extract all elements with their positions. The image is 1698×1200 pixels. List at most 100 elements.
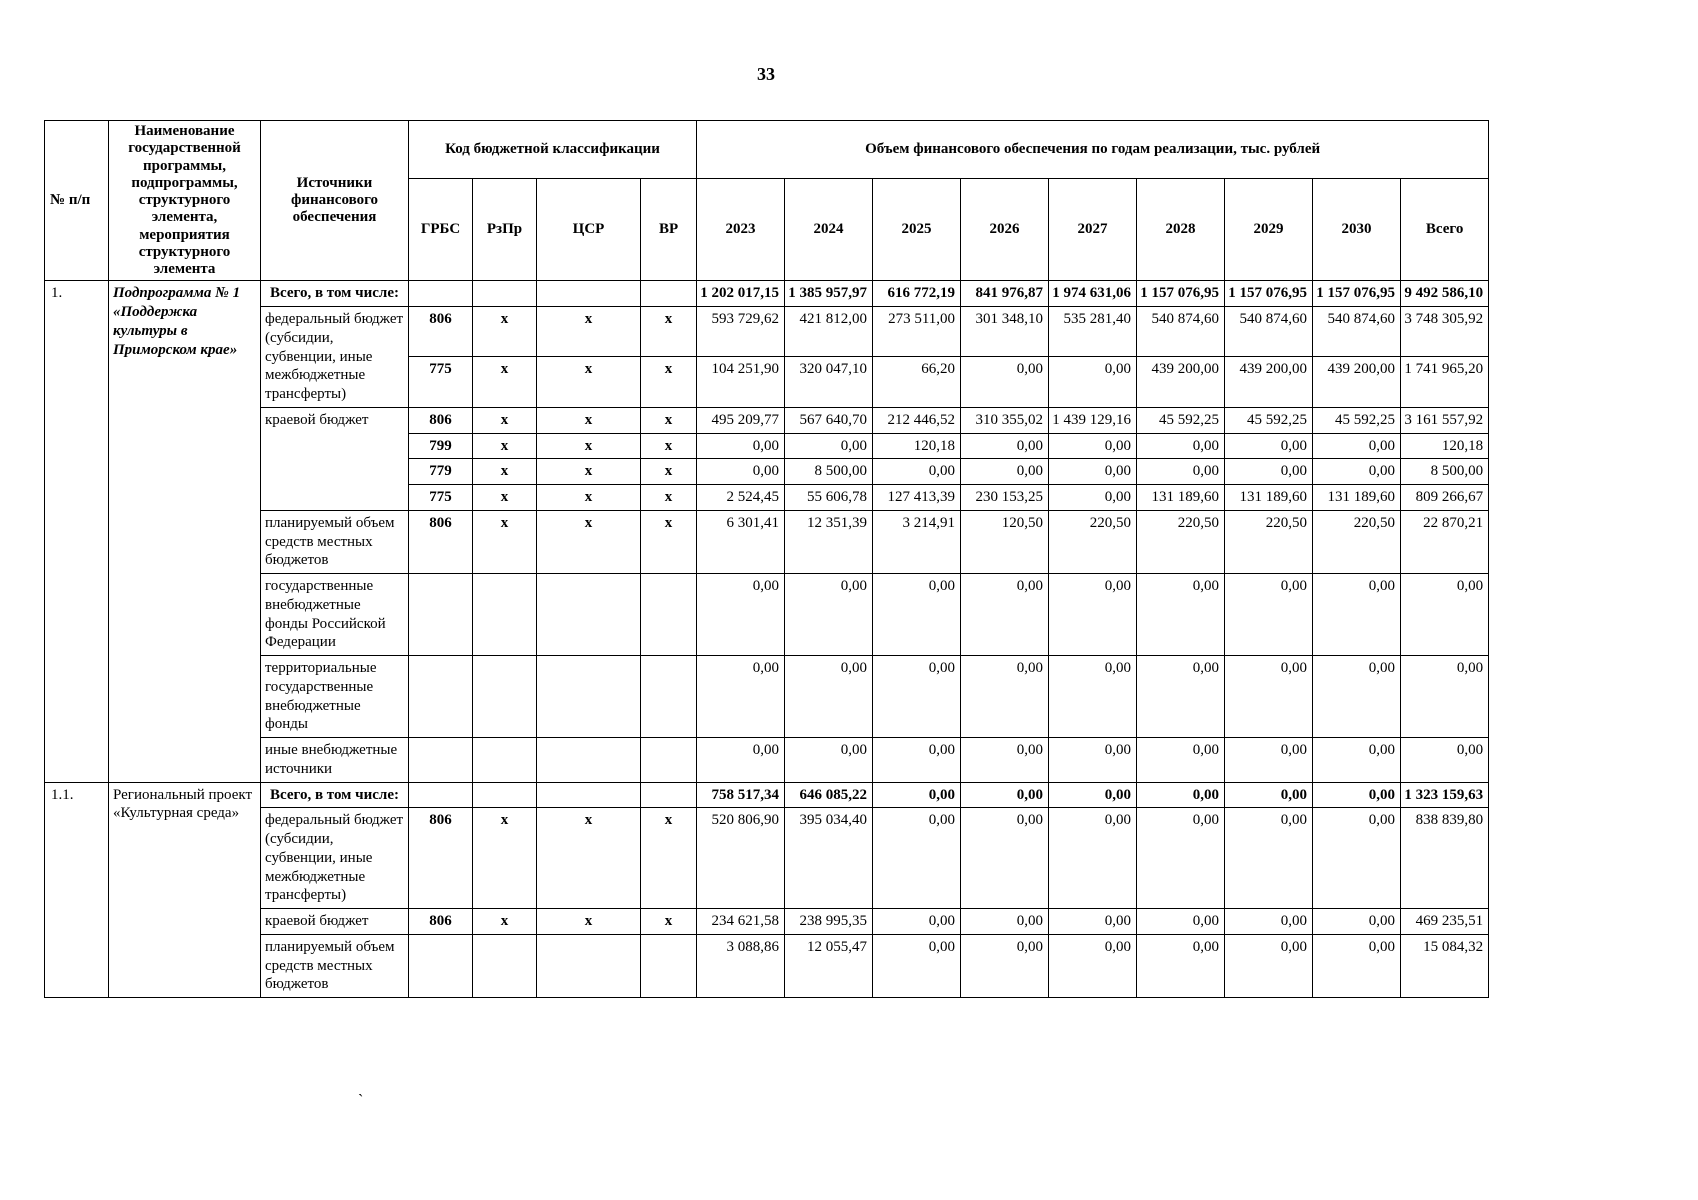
rzpr-code: х [472, 509, 537, 575]
amount-cell-col-4: 0,00 [1048, 573, 1138, 656]
amount-cell-col-8: 809 266,67 [1400, 484, 1490, 511]
funding-source: планируемый объем средств местных бюджет… [260, 933, 409, 999]
rzpr-code: х [472, 484, 537, 511]
amount-cell-col-4: 1 974 631,06 [1048, 280, 1138, 307]
amount-cell-col-1: 0,00 [784, 432, 874, 460]
amount-cell-col-3: 0,00 [960, 356, 1050, 408]
table-row: 775 х х х 2 524,45 55 606,78 127 413,39 230 153… [45, 484, 1490, 511]
amount-cell-col-7: 0,00 [1312, 908, 1402, 935]
amount-cell-col-8: 8 500,00 [1400, 458, 1490, 485]
vr-code [639, 737, 698, 783]
amount-cell-col-1: 238 995,35 [784, 908, 874, 935]
amount-cell-col-8: 0,00 [1400, 737, 1490, 783]
amount-cell-col-5: 0,00 [1136, 573, 1226, 656]
amount-cell-col-0: 3 088,86 [696, 933, 786, 999]
amount-cell-col-3: 0,00 [960, 933, 1050, 999]
table-row: 775 х х х 104 251,90 320 047,10 66,20 0,00 0,00 4… [45, 356, 1490, 408]
amount-cell-col-4: 0,00 [1048, 484, 1138, 511]
amount-cell-col-6: 1 157 076,95 [1224, 280, 1314, 307]
program-name: Подпрограмма № 1 «Поддержка культуры в П… [108, 280, 261, 783]
amount-cell-col-0: 6 301,41 [696, 509, 786, 575]
amount-cell-col-5: 0,00 [1136, 781, 1226, 809]
amount-cell-col-1: 12 055,47 [784, 933, 874, 999]
amount-cell-col-7: 220,50 [1312, 509, 1402, 575]
amount-cell-col-0: 0,00 [696, 458, 786, 485]
csr-code: х [536, 509, 641, 575]
csr-code [536, 573, 641, 656]
header-vr: ВР [639, 177, 698, 282]
amount-cell-col-5: 0,00 [1136, 432, 1226, 460]
amount-cell-col-5: 131 189,60 [1136, 484, 1226, 511]
funding-source: федеральный бюджет (субсидии, субвенции,… [260, 306, 409, 408]
amount-cell-col-4: 0,00 [1048, 458, 1138, 485]
rzpr-code [472, 280, 537, 307]
amount-cell-col-7: 131 189,60 [1312, 484, 1402, 511]
amount-cell-col-8: 0,00 [1400, 655, 1490, 738]
table-row: 799 х х х 0,00 0,00 120,18 0,00 0,00 0,00 0,00 0,00… [45, 432, 1490, 460]
table-row: краевой бюджет 806 х х х 495 209,77 567 640,70… [45, 406, 1490, 511]
rzpr-code: х [472, 908, 537, 935]
csr-code: х [536, 356, 641, 408]
amount-cell-col-8: 469 235,51 [1400, 908, 1490, 935]
csr-code: х [536, 406, 641, 434]
header-group-row: № п/п Наименование государственной прогр… [44, 119, 1490, 282]
rzpr-code [472, 737, 537, 783]
amount-cell-col-8: 3 161 557,92 [1400, 406, 1490, 434]
amount-cell-col-2: 212 446,52 [872, 406, 962, 434]
amount-cell-col-2: 3 214,91 [872, 509, 962, 575]
amount-cell-col-7: 439 200,00 [1312, 356, 1402, 408]
amount-cell-col-7: 0,00 [1312, 573, 1402, 656]
csr-code: х [536, 458, 641, 485]
row-index: 1. [44, 280, 109, 783]
rzpr-code [472, 573, 537, 656]
amount-cell-col-4: 0,00 [1048, 432, 1138, 460]
amount-cell-col-2: 0,00 [872, 933, 962, 999]
amount-cell-col-3: 0,00 [960, 573, 1050, 656]
grbs-code: 806 [408, 807, 473, 909]
amount-cell-col-7: 0,00 [1312, 655, 1402, 738]
amount-cell-col-8: 838 839,80 [1400, 807, 1490, 909]
grbs-code: 779 [408, 458, 473, 485]
amount-cell-col-1: 55 606,78 [784, 484, 874, 511]
amount-cell-col-1: 421 812,00 [784, 305, 874, 358]
amount-cell-col-6: 0,00 [1224, 807, 1314, 909]
amount-cell-col-3: 841 976,87 [960, 280, 1050, 307]
grbs-code [408, 573, 473, 656]
amount-cell-col-4: 0,00 [1048, 655, 1138, 738]
amount-cell-col-6: 45 592,25 [1224, 406, 1314, 434]
amount-cell-col-7: 0,00 [1312, 933, 1402, 999]
stray-mark: ` [358, 1092, 364, 1109]
funding-source: краевой бюджет [260, 908, 409, 935]
amount-cell-col-0: 758 517,34 [696, 781, 786, 809]
vr-code: х [639, 356, 698, 408]
amount-cell-col-3: 310 355,02 [960, 406, 1050, 434]
header-sub-row: ГРБС РзПр ЦСР ВР 2023 2024 2025 2026 202… [45, 177, 1490, 282]
header-year-2023: 2023 [696, 177, 786, 282]
csr-code: х [536, 908, 641, 935]
vr-code: х [639, 406, 698, 434]
table-row: краевой бюджет 806 х х х 234 621,58 238 995,35… [45, 908, 1490, 935]
amount-cell-col-0: 0,00 [696, 573, 786, 656]
amount-cell-col-0: 234 621,58 [696, 908, 786, 935]
grbs-code: 806 [408, 908, 473, 935]
grbs-code [408, 933, 473, 999]
amount-cell-col-8: 9 492 586,10 [1400, 280, 1490, 307]
grbs-code: 806 [408, 305, 473, 358]
amount-cell-col-7: 0,00 [1312, 807, 1402, 909]
amount-cell-col-5: 439 200,00 [1136, 356, 1226, 408]
funding-source: государственные внебюджетные фонды Росси… [260, 573, 409, 656]
rzpr-code [472, 933, 537, 999]
funding-source: Всего, в том числе: [260, 781, 409, 809]
amount-cell-col-2: 273 511,00 [872, 305, 962, 358]
amount-cell-col-3: 0,00 [960, 908, 1050, 935]
header-row-index: № п/п [44, 119, 109, 282]
vr-code: х [639, 509, 698, 575]
header-year-2025: 2025 [872, 177, 962, 282]
vr-code [639, 280, 698, 307]
vr-code [639, 933, 698, 999]
amount-cell-col-1: 0,00 [784, 737, 874, 783]
amount-cell-col-4: 0,00 [1048, 356, 1138, 408]
amount-cell-col-0: 0,00 [696, 432, 786, 460]
header-year-2024: 2024 [784, 177, 874, 282]
